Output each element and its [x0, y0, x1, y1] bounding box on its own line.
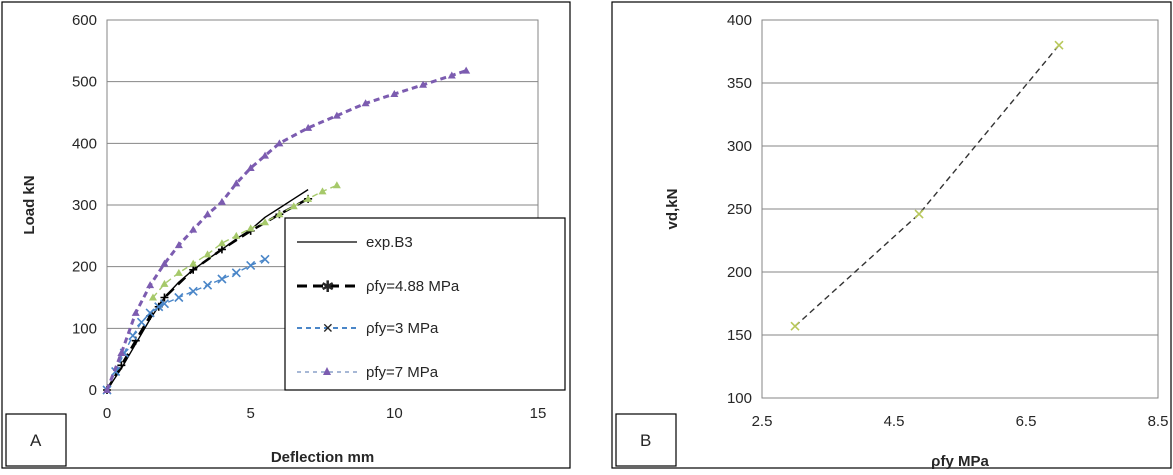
- chart1-y-tick-500: 500: [72, 74, 97, 91]
- legend-label-pfy-7: pfy=7 MPa: [366, 364, 439, 381]
- chart2-y-tick-200: 200: [727, 264, 752, 281]
- chart1-y-tick-200: 200: [72, 259, 97, 276]
- legend-marker-pfy-4-88: ✱: [321, 279, 334, 296]
- chart2-y-tick-300: 300: [727, 138, 752, 155]
- legend: exp.B3 ✱ ρfy=4.88 MPa ✕ ρfy=3 MPa pfy=7 …: [285, 218, 565, 390]
- panel-label-a: A: [30, 431, 42, 450]
- chart1-y-tick-100: 100: [72, 320, 97, 337]
- panel-label-a-box: A: [6, 414, 66, 466]
- chart1-x-tick-15: 15: [530, 405, 547, 422]
- chart2-y-tick-250: 250: [727, 201, 752, 218]
- legend-label-pfy-3: ρfy=3 MPa: [366, 320, 439, 337]
- chart1-y-tick-400: 400: [72, 135, 97, 152]
- chart1-y-axis-label: Load kN: [21, 175, 38, 234]
- panel-label-b-box: B: [616, 414, 676, 466]
- chart2-y-tick-100: 100: [727, 390, 752, 407]
- chart2-y-tick-400: 400: [727, 12, 752, 29]
- chart2-x-axis-label: ρfy MPa: [931, 453, 989, 470]
- chart2-x-tick-2-5: 2.5: [752, 413, 773, 430]
- chart1-y-tick-300: 300: [72, 197, 97, 214]
- chart2-x-tick-6-5: 6.5: [1016, 413, 1037, 430]
- chart2-y-axis-label: vd,kN: [664, 189, 681, 230]
- chart2-y-tick-150: 150: [727, 327, 752, 344]
- chart1-x-tick-10: 10: [386, 405, 403, 422]
- chart2-x-tick-8-5: 8.5: [1148, 413, 1169, 430]
- chart1-y-tick-600: 600: [72, 12, 97, 29]
- legend-label-pfy-4-88: ρfy=4.88 MPa: [366, 278, 460, 295]
- chart1-y-tick-0: 0: [89, 382, 97, 399]
- legend-label-exp-b3: exp.B3: [366, 234, 413, 251]
- chart2-y-tick-350: 350: [727, 75, 752, 92]
- chart1-x-tick-5: 5: [246, 405, 254, 422]
- chart2-x-tick-4-5: 4.5: [884, 413, 905, 430]
- legend-marker-pfy-3: ✕: [322, 320, 334, 336]
- panel-label-b: B: [640, 431, 651, 450]
- chart1-x-axis-label: Deflection mm: [271, 449, 374, 466]
- chart1-x-tick-0: 0: [103, 405, 111, 422]
